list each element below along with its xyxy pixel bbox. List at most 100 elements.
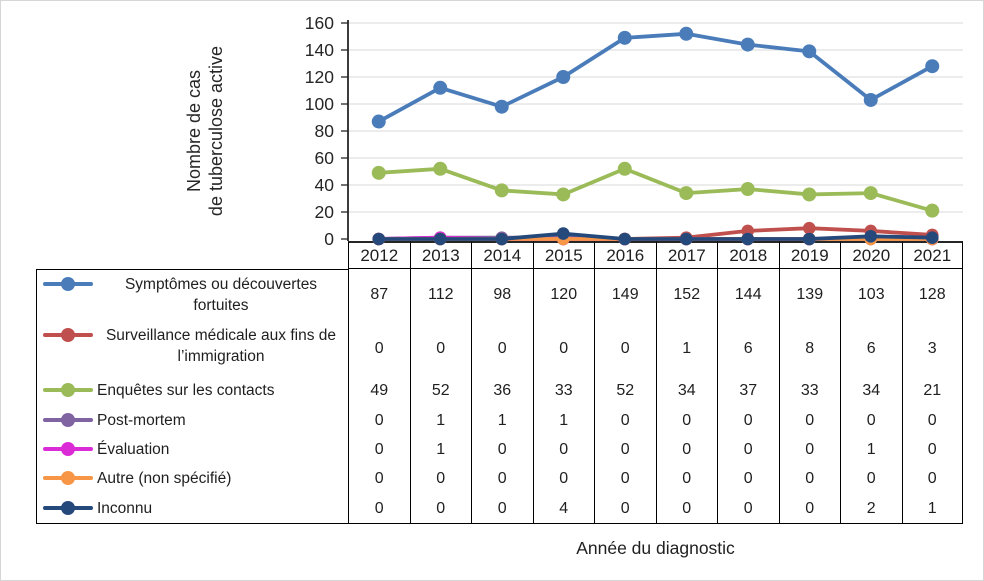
value-cell: 1 [409, 435, 472, 464]
legend-key-icon [43, 383, 93, 397]
value-cell: 0 [532, 435, 595, 464]
value-cell: 0 [655, 464, 718, 494]
data-point-marker [617, 161, 632, 176]
data-point-marker [863, 186, 878, 201]
value-cell: 0 [778, 406, 841, 435]
y-axis-title-line: de tuberculose active [206, 46, 226, 216]
value-cell: 0 [409, 464, 472, 494]
value-cell: 139 [778, 269, 841, 321]
value-cell: 52 [594, 376, 656, 406]
legend-row: Symptômes ou découvertes fortuites [36, 269, 348, 321]
value-cell: 0 [471, 321, 533, 376]
data-point-marker [495, 232, 509, 246]
value-cell: 52 [409, 376, 472, 406]
legend-series-label: Enquêtes sur les contacts [97, 382, 275, 399]
value-cell: 0 [655, 435, 718, 464]
value-cell: 0 [348, 435, 410, 464]
legend-key-icon [43, 442, 93, 456]
data-point-marker [864, 230, 878, 243]
legend-row: Évaluation [36, 435, 348, 464]
legend-key-icon [43, 471, 93, 485]
legend-series-label: Évaluation [97, 441, 170, 458]
value-cell: 21 [901, 376, 963, 406]
data-point-marker [740, 37, 755, 52]
value-cell: 0 [348, 321, 410, 376]
value-cell: 2 [840, 494, 902, 524]
data-point-marker [371, 165, 386, 180]
series-line [376, 231, 935, 241]
data-point-marker [740, 182, 755, 197]
value-cell: 1 [901, 494, 963, 524]
data-point-marker [802, 44, 817, 59]
data-point-marker [494, 99, 509, 114]
value-cell: 49 [348, 376, 410, 406]
value-cell: 0 [594, 321, 656, 376]
series-line [376, 166, 935, 213]
value-cell: 1 [532, 406, 595, 435]
value-cell: 0 [655, 494, 717, 524]
value-cell: 0 [471, 435, 533, 464]
value-cell: 0 [778, 464, 841, 494]
value-cell: 112 [409, 269, 472, 321]
y-tick-label: 60 [315, 148, 335, 168]
data-point-marker [679, 186, 694, 201]
value-cell: 37 [717, 376, 779, 406]
value-cell: 0 [348, 494, 410, 524]
value-cell: 120 [532, 269, 595, 321]
value-cell: 0 [840, 464, 902, 494]
value-cell: 0 [594, 406, 656, 435]
data-point-marker [372, 232, 386, 246]
y-tick-label: 160 [305, 13, 334, 33]
value-cell: 128 [901, 269, 963, 321]
legend-key-icon [43, 501, 93, 515]
y-tick-label: 20 [315, 202, 335, 222]
legend-row: Autre (non spécifié) [36, 464, 348, 494]
value-cell: 0 [717, 464, 779, 494]
data-point-marker [925, 59, 940, 74]
chart-canvas: 0 20 40 60 80 100 120 140 160 Nombre de cas de tub… [184, 13, 963, 249]
value-cell: 0 [717, 494, 779, 524]
data-point-marker [925, 231, 939, 244]
legend-key-icon [43, 277, 93, 291]
value-cell: 1 [471, 406, 533, 435]
value-cell: 6 [840, 321, 902, 376]
value-cell: 1 [840, 435, 902, 464]
data-point-marker [679, 26, 694, 41]
y-tick-label: 120 [305, 67, 334, 87]
value-cell: 1 [655, 321, 718, 376]
value-cell: 0 [717, 406, 779, 435]
value-cell: 103 [840, 269, 902, 321]
data-point-marker [371, 114, 386, 129]
data-point-marker [433, 161, 448, 176]
value-cell: 4 [532, 494, 594, 524]
data-point-marker [556, 187, 571, 202]
value-cell: 8 [778, 321, 841, 376]
y-tick-label: 40 [315, 175, 335, 195]
value-cell: 0 [594, 435, 656, 464]
value-cell: 0 [901, 406, 963, 435]
legend-key-icon [43, 413, 93, 427]
value-cell: 0 [348, 464, 410, 494]
data-point-marker [494, 183, 509, 198]
data-point-marker [802, 232, 816, 246]
value-cell: 0 [778, 494, 840, 524]
value-cell: 6 [717, 321, 779, 376]
value-cell: 0 [532, 321, 595, 376]
value-cell: 149 [594, 269, 656, 321]
legend-key-icon [43, 328, 93, 342]
data-point-marker [556, 70, 571, 84]
value-cell: 36 [471, 376, 533, 406]
legend-series-label: Autre (non spécifié) [97, 470, 232, 487]
legend-series-label: Surveillance médicale aux fins de l’immi… [105, 327, 337, 365]
value-cell: 0 [348, 406, 410, 435]
value-cell: 0 [471, 464, 533, 494]
value-cell: 0 [901, 435, 963, 464]
value-cell: 1 [409, 406, 472, 435]
value-cell: 0 [471, 494, 533, 524]
chart-data-table: 2012 2013 2014 2015 2016 2017 2018 2019 2020 2021… [36, 241, 963, 524]
data-point-marker [679, 232, 693, 246]
data-point-marker [618, 232, 632, 246]
data-point-marker [617, 30, 632, 45]
x-axis-title: Année du diagnostic [576, 538, 735, 558]
value-cell: 152 [655, 269, 718, 321]
